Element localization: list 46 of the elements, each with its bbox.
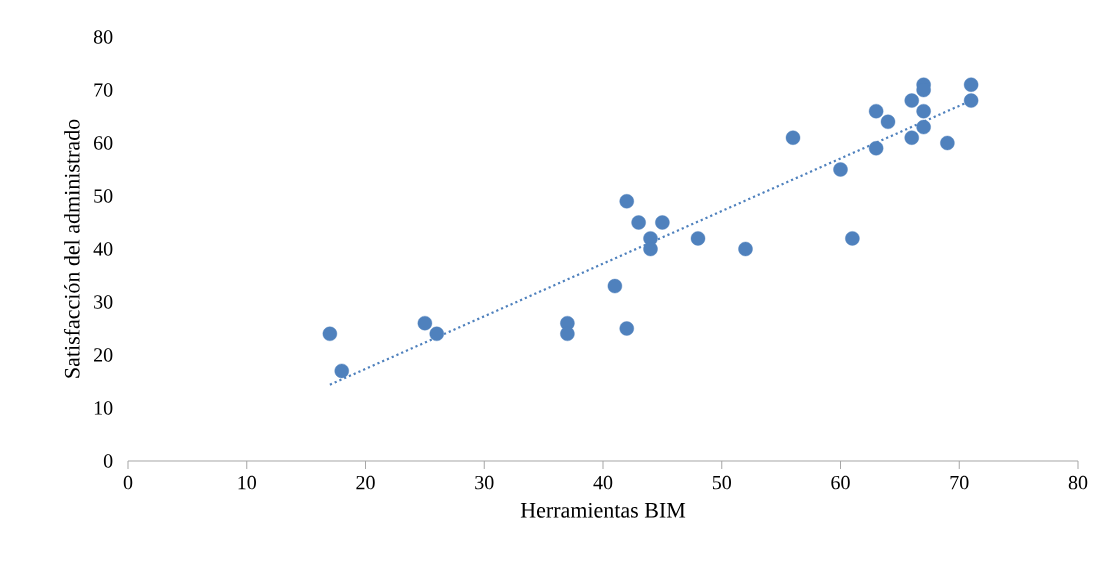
y-tick-label: 60 (94, 136, 113, 150)
point (868, 141, 884, 156)
x-tick-label: 30 (475, 475, 494, 490)
y-tick-label: 20 (94, 348, 113, 362)
point (833, 162, 848, 177)
point (690, 231, 706, 246)
point (738, 241, 753, 257)
point (334, 363, 349, 379)
point (868, 103, 884, 119)
point (607, 278, 623, 294)
x-tick-label: 20 (356, 475, 375, 490)
point (643, 241, 658, 257)
y-tick-label: 30 (94, 295, 113, 309)
x-tick-label: 70 (950, 475, 969, 490)
y-tick-label: 70 (94, 83, 113, 97)
point (417, 315, 433, 331)
y-tick-label: 40 (93, 242, 113, 256)
point (631, 215, 646, 230)
y-tick-label: 50 (94, 189, 113, 203)
x-tick-label: 40 (593, 475, 613, 490)
x-tick-label: 80 (1068, 475, 1088, 490)
point (619, 321, 634, 336)
point (880, 114, 896, 129)
point (904, 93, 919, 108)
point (916, 103, 931, 119)
y-tick-label: 0 (103, 454, 113, 468)
point (904, 130, 919, 145)
point (916, 119, 931, 135)
x-tick-label: 60 (831, 475, 850, 490)
point (619, 194, 634, 209)
point (322, 326, 338, 341)
point (963, 93, 979, 108)
point (963, 77, 979, 92)
y-axis-title: Satisfacción del administrado (63, 119, 80, 378)
x-tick-label: 50 (712, 475, 731, 490)
point (429, 326, 444, 341)
x-tick-label: 0 (123, 475, 133, 490)
x-axis-title: Herramientas BIM (520, 502, 686, 518)
point (560, 326, 575, 341)
point (785, 130, 801, 145)
x-tick-label: 10 (238, 475, 256, 490)
point (655, 215, 670, 230)
point (940, 135, 955, 151)
y-tick-label: 80 (93, 30, 113, 44)
point (845, 231, 860, 246)
y-tick-label: 10 (94, 401, 113, 415)
